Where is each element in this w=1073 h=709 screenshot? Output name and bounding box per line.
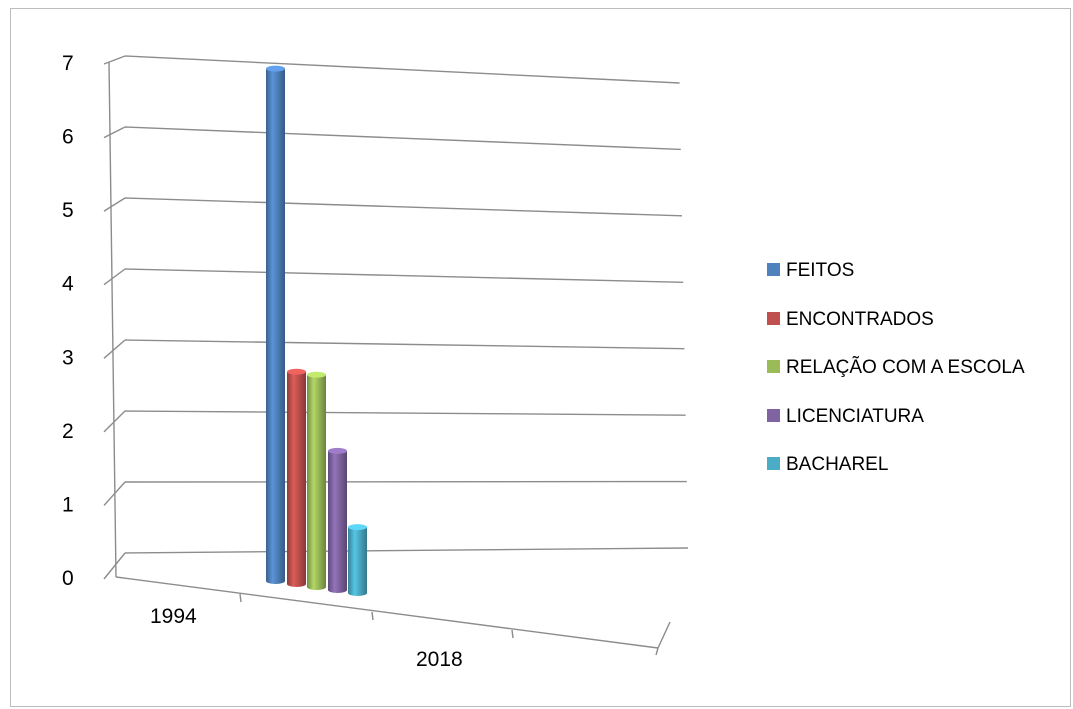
- y-tick-label: 5: [62, 199, 74, 222]
- axes: [108, 61, 671, 656]
- legend-label: RELAÇÃO COM A ESCOLA: [786, 356, 1025, 378]
- legend-swatch: [767, 263, 780, 276]
- gridline: [124, 410, 686, 416]
- legend-swatch: [767, 409, 780, 422]
- gridline: [124, 55, 680, 84]
- y-axis-ticks: 0 1 2 3 4 5 6 7: [62, 52, 74, 590]
- side-gridline: [103, 339, 126, 359]
- y-tick-label: 6: [62, 126, 74, 149]
- bar: [287, 368, 306, 587]
- y-tick-label: 2: [62, 420, 74, 443]
- y-axis-line: [108, 61, 117, 578]
- legend-item: RELAÇÃO COM A ESCOLA: [767, 356, 1025, 378]
- bar-top: [328, 447, 347, 454]
- bar-top: [287, 368, 306, 375]
- y-tick-label: 3: [62, 346, 74, 369]
- legend-swatch: [767, 312, 780, 325]
- side-gridline: [103, 197, 126, 212]
- side-gridline: [103, 552, 126, 580]
- legend-label: FEITOS: [786, 260, 854, 281]
- legend: FEITOS ENCONTRADOS RELAÇÃO COM A ESCOLA LIC…: [767, 260, 1025, 475]
- x-category-label: 1994: [150, 605, 197, 628]
- legend-swatch: [767, 457, 780, 470]
- y-tick-label: 0: [62, 567, 74, 590]
- legend-label: LICENCIATURA: [786, 406, 924, 427]
- bar-top: [307, 371, 326, 378]
- gridline: [124, 547, 689, 554]
- x-axis-labels: 1994 2018: [150, 605, 463, 671]
- side-gridline: [103, 55, 126, 65]
- x-tick: [511, 629, 514, 639]
- y-tick-label: 7: [62, 52, 74, 75]
- legend-item: ENCONTRADOS: [767, 309, 934, 330]
- gridline: [124, 339, 685, 350]
- bar-body: [307, 374, 326, 590]
- bars: [266, 65, 367, 596]
- gridlines: [103, 55, 689, 580]
- gridline: [124, 197, 683, 217]
- side-gridline: [103, 268, 126, 286]
- gridline: [124, 268, 684, 283]
- bar-body: [348, 527, 367, 596]
- x-category-label: 2018: [416, 648, 463, 671]
- bar-body: [328, 450, 347, 593]
- floor-right-edge: [657, 621, 671, 649]
- legend-label: ENCONTRADOS: [786, 309, 934, 330]
- gridline: [124, 126, 681, 151]
- legend-label: BACHAREL: [786, 454, 888, 475]
- bar: [266, 65, 285, 585]
- bar-body: [287, 371, 306, 587]
- side-gridline: [103, 126, 126, 139]
- bar: [348, 524, 367, 596]
- bar-body: [266, 68, 285, 585]
- x-tick: [239, 593, 242, 603]
- x-tick: [371, 611, 374, 621]
- floor-front-edge: [115, 576, 659, 649]
- y-tick-label: 4: [62, 273, 74, 296]
- legend-item: FEITOS: [767, 260, 854, 281]
- chart-frame: [10, 8, 1071, 707]
- legend-item: LICENCIATURA: [767, 406, 924, 427]
- x-tick: [655, 647, 659, 656]
- bar-top: [266, 65, 285, 72]
- bar-top: [348, 524, 367, 531]
- y-tick-label: 1: [62, 493, 74, 516]
- bar: [307, 371, 326, 590]
- legend-item: BACHAREL: [767, 454, 888, 475]
- legend-swatch: [767, 360, 780, 373]
- bar: [328, 447, 347, 593]
